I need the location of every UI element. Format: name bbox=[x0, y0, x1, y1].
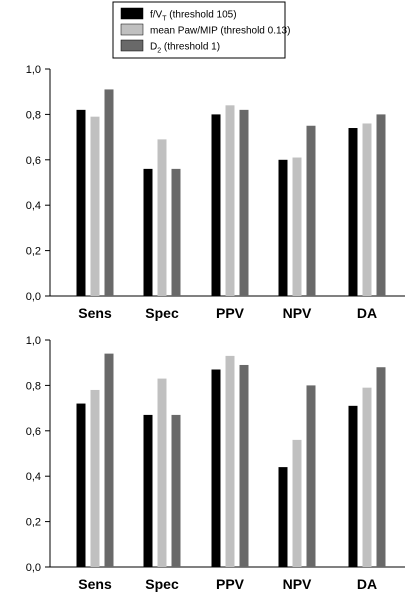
bar-da-series-2 bbox=[376, 114, 386, 297]
bar-da-series-0 bbox=[348, 405, 358, 567]
x-category-label: PPV bbox=[216, 305, 245, 321]
x-category-label: PPV bbox=[216, 576, 245, 592]
bar-sens-series-0 bbox=[76, 109, 86, 296]
x-category-label: Spec bbox=[145, 305, 179, 321]
bar-sens-series-2 bbox=[104, 353, 114, 567]
y-tick-label: 1,0 bbox=[26, 335, 41, 347]
bar-spec-series-1 bbox=[157, 378, 167, 567]
bar-npv-series-1 bbox=[292, 439, 302, 567]
legend-swatch bbox=[120, 23, 144, 36]
x-category-label: DA bbox=[357, 576, 377, 592]
bar-da-series-0 bbox=[348, 128, 358, 296]
y-tick-label: 1,0 bbox=[26, 64, 41, 76]
legend-label: f/VT (threshold 105) bbox=[150, 10, 237, 23]
y-tick-label: 0,4 bbox=[26, 471, 41, 483]
legend-swatch bbox=[120, 39, 144, 52]
bar-spec-series-0 bbox=[143, 168, 153, 296]
bar-da-series-1 bbox=[362, 123, 372, 296]
x-category-label: Sens bbox=[78, 305, 112, 321]
chart-legend: f/VT (threshold 105) mean Paw/MIP (thresh… bbox=[112, 1, 290, 59]
bar-spec-series-0 bbox=[143, 414, 153, 567]
y-tick-label: 0,8 bbox=[26, 109, 41, 121]
y-tick-label: 0,6 bbox=[26, 155, 41, 167]
bar-ppv-series-2 bbox=[239, 364, 249, 567]
bar-ppv-series-1 bbox=[225, 355, 235, 567]
bar-ppv-series-0 bbox=[211, 369, 221, 567]
bar-spec-series-2 bbox=[171, 168, 181, 296]
bar-ppv-series-0 bbox=[211, 114, 221, 297]
bar-spec-series-1 bbox=[157, 139, 167, 296]
bar-npv-series-0 bbox=[278, 159, 288, 296]
y-tick-label: 0,6 bbox=[26, 426, 41, 438]
bar-ppv-series-1 bbox=[225, 105, 235, 296]
legend-swatch bbox=[120, 7, 144, 20]
bar-sens-series-1 bbox=[90, 116, 100, 296]
bar-npv-series-1 bbox=[292, 157, 302, 296]
y-tick-label: 0,0 bbox=[26, 562, 41, 574]
x-category-label: NPV bbox=[283, 576, 312, 592]
bar-npv-series-2 bbox=[306, 125, 316, 296]
bar-spec-series-2 bbox=[171, 414, 181, 567]
bar-sens-series-0 bbox=[76, 403, 86, 567]
chart-panel-bottom: 0,0 0,2 0,4 0,6 0,8 1,0 Sens Spec PPV NPV DA bbox=[26, 335, 405, 592]
legend-label: D2 (threshold 1) bbox=[150, 42, 220, 55]
y-tick-label: 0,2 bbox=[26, 517, 41, 529]
bar-sens-series-1 bbox=[90, 389, 100, 567]
bar-da-series-2 bbox=[376, 367, 386, 567]
x-category-label: DA bbox=[357, 305, 377, 321]
y-tick-label: 0,4 bbox=[26, 200, 41, 212]
bar-npv-series-0 bbox=[278, 467, 288, 567]
chart-panel-top: 0,0 0,2 0,4 0,6 0,8 1,0 Sens Spec PPV NPV DA bbox=[26, 64, 405, 321]
y-tick-label: 0,0 bbox=[26, 291, 41, 303]
legend-label: mean Paw/MIP (threshold 0.13) bbox=[150, 26, 290, 37]
bar-da-series-1 bbox=[362, 387, 372, 567]
bar-ppv-series-2 bbox=[239, 109, 249, 296]
bar-sens-series-2 bbox=[104, 89, 114, 297]
bar-npv-series-2 bbox=[306, 385, 316, 567]
x-category-label: Sens bbox=[78, 576, 112, 592]
y-tick-label: 0,2 bbox=[26, 246, 41, 258]
x-category-label: Spec bbox=[145, 576, 179, 592]
y-tick-label: 0,8 bbox=[26, 380, 41, 392]
x-category-label: NPV bbox=[283, 305, 312, 321]
